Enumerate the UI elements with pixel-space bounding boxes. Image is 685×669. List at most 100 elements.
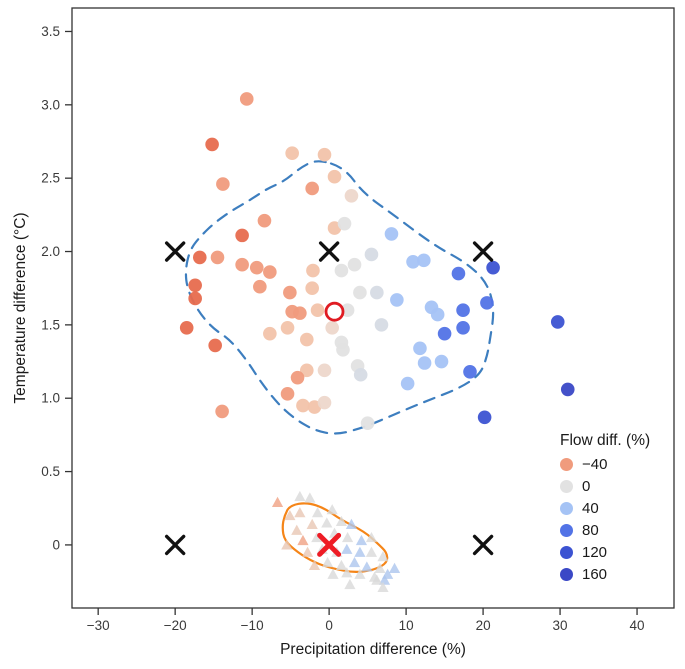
data-point-triangle (341, 567, 353, 578)
data-point-circle (477, 410, 492, 425)
data-point-triangle (294, 507, 306, 518)
data-point-circle (317, 395, 332, 410)
data-point-circle (463, 365, 477, 379)
data-point-circle (456, 303, 470, 318)
x-tick-label: −20 (164, 618, 187, 633)
y-tick-label: 1.5 (41, 317, 60, 332)
data-point-triangle (327, 568, 339, 579)
data-point-triangle (301, 546, 314, 557)
data-point-circle (192, 250, 207, 265)
data-point-triangle (345, 518, 358, 529)
data-point-circle (390, 293, 404, 307)
data-point-circle (310, 303, 325, 318)
data-point-triangle (306, 518, 318, 529)
y-axis-label: Temperature difference (°C) (12, 212, 29, 404)
data-point-circle (317, 147, 332, 162)
data-point-circle (317, 363, 332, 378)
data-point-circle (437, 326, 452, 341)
data-point-circle (384, 227, 399, 241)
data-point-circle (290, 370, 305, 385)
data-point-circle (336, 343, 350, 357)
data-point-triangle (335, 559, 348, 571)
data-point-circle (239, 92, 254, 106)
data-point-triangle (344, 578, 356, 590)
data-point-circle (305, 281, 319, 295)
data-point-circle (337, 216, 352, 231)
black-x-marker (318, 241, 340, 262)
data-point-circle (283, 285, 297, 300)
data-point-circle (480, 296, 494, 310)
data-point-circle (216, 177, 230, 191)
data-point-triangle (377, 581, 389, 593)
data-point-triangle (354, 568, 366, 579)
data-point-triangle (382, 568, 394, 579)
data-point-circle (285, 146, 299, 161)
legend-swatch-icon (560, 458, 573, 471)
data-point-triangle (304, 492, 316, 503)
y-tick-label: 3.0 (41, 97, 60, 112)
data-point-triangle (297, 534, 309, 546)
data-point-circle (417, 356, 432, 370)
black-x-marker (472, 534, 494, 556)
data-point-circle (451, 266, 466, 281)
legend-swatch-icon (560, 480, 573, 493)
data-point-triangle (365, 546, 378, 557)
data-point-triangle (291, 524, 303, 535)
data-point-triangle (321, 517, 333, 528)
legend-label: −40 (582, 456, 608, 473)
data-point-circle (299, 363, 314, 378)
data-point-circle (327, 169, 342, 184)
legend-label: 40 (582, 500, 599, 517)
legend-item: 80 (560, 523, 680, 538)
data-point-triangle (377, 551, 389, 562)
x-axis-label: Precipitation difference (%) (280, 641, 466, 658)
data-point-triangle (311, 507, 324, 518)
data-point-circle (550, 315, 565, 329)
data-point-triangle (341, 531, 354, 543)
legend-label: 160 (582, 566, 608, 583)
data-point-circle (299, 332, 314, 347)
data-point-circle (296, 398, 310, 413)
data-point-circle (364, 247, 379, 262)
legend: Flow diff. (%) −40 0 40 80 120 160 (560, 432, 680, 589)
legend-label: 120 (582, 544, 608, 561)
data-point-circle (263, 326, 277, 341)
data-point-circle (188, 278, 202, 293)
y-tick-label: 0.5 (41, 464, 60, 479)
legend-item: −40 (560, 457, 680, 472)
data-point-circle (374, 318, 389, 332)
y-tick-label: 3.5 (41, 24, 60, 39)
data-point-triangle (365, 531, 378, 543)
data-point-triangle (335, 515, 348, 527)
data-point-triangle (284, 509, 296, 521)
legend-label: 80 (582, 522, 599, 539)
data-point-triangle (271, 496, 284, 507)
data-point-circle (486, 260, 500, 275)
plot-frame (71, 7, 675, 609)
data-point-circle (235, 257, 249, 272)
legend-item: 0 (560, 479, 680, 494)
data-point-circle (249, 260, 264, 275)
data-point-circle (560, 382, 575, 397)
data-point-circle (325, 321, 339, 335)
data-point-circle (280, 321, 295, 335)
red-open-circle-marker (324, 301, 345, 322)
legend-swatch-icon (560, 502, 573, 515)
data-point-circle (434, 354, 449, 369)
data-point-triangle (378, 574, 391, 585)
data-point-circle (347, 257, 362, 272)
legend-swatch-icon (560, 546, 573, 559)
data-point-triangle (361, 561, 373, 572)
data-point-triangle (311, 531, 323, 543)
data-point-circle (344, 188, 359, 203)
black-x-marker (164, 534, 186, 556)
y-tick-label: 2.5 (41, 171, 60, 186)
data-point-triangle (374, 562, 386, 573)
data-point-triangle (294, 490, 306, 502)
data-point-circle (235, 228, 249, 243)
data-point-triangle (348, 556, 361, 568)
data-point-triangle (321, 556, 334, 568)
data-point-circle (417, 253, 431, 268)
x-tick-label: −30 (87, 618, 110, 633)
data-point-circle (280, 387, 295, 401)
